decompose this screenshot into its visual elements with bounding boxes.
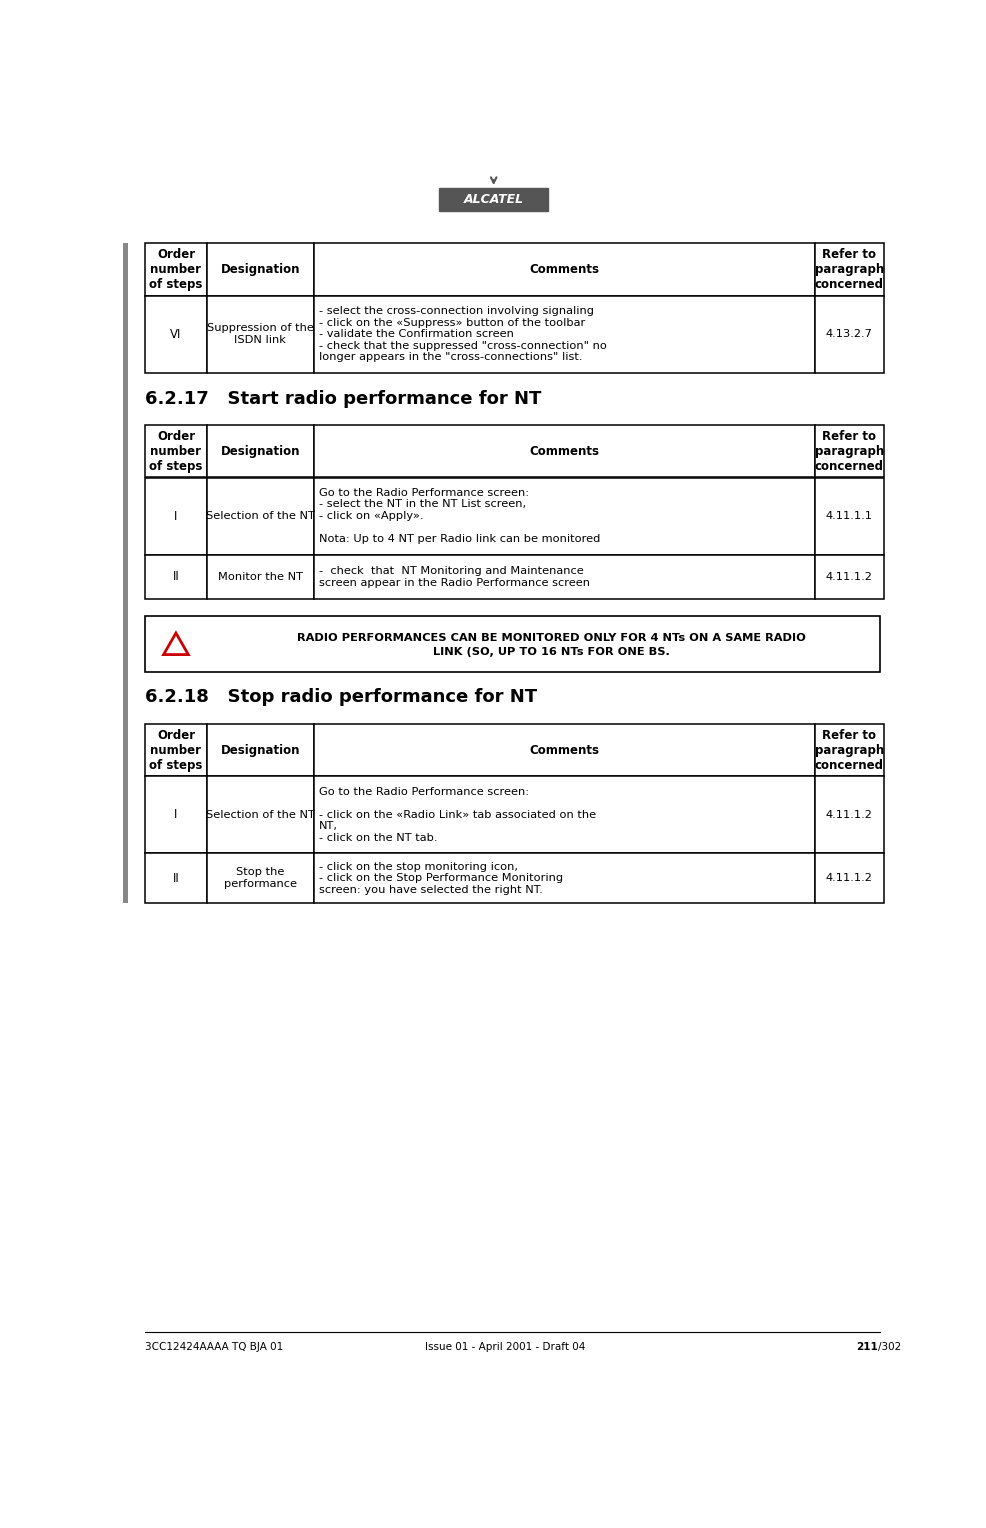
Text: 4.11.1.1: 4.11.1.1 <box>826 510 873 521</box>
Text: Selection of the NT: Selection of the NT <box>206 810 315 819</box>
Bar <box>814 296 884 373</box>
Bar <box>314 425 814 477</box>
Text: RADIO PERFORMANCES CAN BE MONITORED ONLY FOR 4 NTs ON A SAME RADIO: RADIO PERFORMANCES CAN BE MONITORED ONLY… <box>297 633 806 643</box>
Text: - click on the stop monitoring icon,
- click on the Stop Performance Monitoring
: - click on the stop monitoring icon, - c… <box>318 862 563 895</box>
Text: Order
number
of steps: Order number of steps <box>149 729 203 772</box>
Text: Designation: Designation <box>221 263 300 277</box>
Bar <box>207 296 314 373</box>
Bar <box>314 243 814 296</box>
Text: Order
number
of steps: Order number of steps <box>149 429 203 472</box>
Bar <box>145 555 207 599</box>
Bar <box>145 853 207 903</box>
Text: 4.11.1.2: 4.11.1.2 <box>826 571 873 582</box>
Text: /302: /302 <box>879 1342 901 1352</box>
Bar <box>207 425 314 477</box>
Text: - select the cross-connection involving signaling
- click on the «Suppress» butt: - select the cross-connection involving … <box>318 306 606 362</box>
Text: -  check  that  NT Monitoring and Maintenance
screen appear in the Radio Perform: - check that NT Monitoring and Maintenan… <box>318 565 590 588</box>
Text: Comments: Comments <box>529 445 599 458</box>
Bar <box>814 724 884 776</box>
Text: Issue 01 - April 2001 - Draft 04: Issue 01 - April 2001 - Draft 04 <box>425 1342 586 1352</box>
Text: Order
number
of steps: Order number of steps <box>149 248 203 292</box>
Text: I: I <box>175 808 177 821</box>
Text: Suppression of the
ISDN link: Suppression of the ISDN link <box>207 324 314 345</box>
Text: Designation: Designation <box>221 744 300 756</box>
Bar <box>440 188 548 211</box>
Bar <box>145 724 207 776</box>
Text: 4.11.1.2: 4.11.1.2 <box>826 810 873 819</box>
Bar <box>314 555 814 599</box>
Text: 6.2.17   Start radio performance for NT: 6.2.17 Start radio performance for NT <box>145 390 541 408</box>
Bar <box>207 853 314 903</box>
Bar <box>814 425 884 477</box>
Text: 3CC12424AAAA TQ BJA 01: 3CC12424AAAA TQ BJA 01 <box>145 1342 283 1352</box>
Bar <box>145 425 207 477</box>
Text: Go to the Radio Performance screen:
- select the NT in the NT List screen,
- cli: Go to the Radio Performance screen: - se… <box>318 487 599 544</box>
Text: I: I <box>175 509 177 523</box>
Text: II: II <box>173 570 179 584</box>
Text: Comments: Comments <box>529 263 599 277</box>
Bar <box>145 776 207 853</box>
Bar <box>314 853 814 903</box>
Text: Comments: Comments <box>529 744 599 756</box>
Text: 4.11.1.2: 4.11.1.2 <box>826 874 873 883</box>
Bar <box>814 477 884 555</box>
Text: Go to the Radio Performance screen:

- click on the «Radio Link» tab associated : Go to the Radio Performance screen: - cl… <box>318 787 596 843</box>
Text: ALCATEL: ALCATEL <box>463 193 524 206</box>
Text: 4.13.2.7: 4.13.2.7 <box>826 329 873 339</box>
Bar <box>207 724 314 776</box>
Bar <box>314 296 814 373</box>
Text: LINK (SO, UP TO 16 NTs FOR ONE BS.: LINK (SO, UP TO 16 NTs FOR ONE BS. <box>433 646 669 657</box>
Bar <box>145 477 207 555</box>
Text: 211: 211 <box>857 1342 879 1352</box>
Bar <box>314 477 814 555</box>
Bar <box>207 243 314 296</box>
Bar <box>814 853 884 903</box>
Polygon shape <box>164 633 188 654</box>
Bar <box>145 243 207 296</box>
Bar <box>145 616 880 671</box>
Bar <box>207 555 314 599</box>
Bar <box>814 776 884 853</box>
Text: Monitor the NT: Monitor the NT <box>218 571 303 582</box>
Text: Selection of the NT: Selection of the NT <box>206 510 315 521</box>
Text: II: II <box>173 872 179 885</box>
Bar <box>123 243 128 903</box>
Text: Refer to
paragraph
concerned: Refer to paragraph concerned <box>814 248 884 292</box>
Bar <box>814 555 884 599</box>
Bar <box>207 776 314 853</box>
Bar <box>145 296 207 373</box>
Bar <box>814 243 884 296</box>
Text: 6.2.18   Stop radio performance for NT: 6.2.18 Stop radio performance for NT <box>145 689 537 706</box>
Text: Refer to
paragraph
concerned: Refer to paragraph concerned <box>814 729 884 772</box>
Bar <box>314 724 814 776</box>
Bar <box>314 776 814 853</box>
Text: Stop the
performance: Stop the performance <box>224 868 297 889</box>
Text: Refer to
paragraph
concerned: Refer to paragraph concerned <box>814 429 884 472</box>
Text: Designation: Designation <box>221 445 300 458</box>
Text: VI: VI <box>171 329 181 341</box>
Bar <box>207 477 314 555</box>
